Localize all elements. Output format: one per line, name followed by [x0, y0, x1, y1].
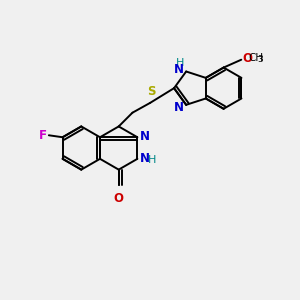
Text: F: F	[39, 129, 47, 142]
Text: H: H	[176, 58, 184, 68]
Text: O: O	[114, 192, 124, 205]
Text: N: N	[140, 152, 150, 165]
Text: O: O	[242, 52, 252, 65]
Text: CH: CH	[248, 53, 263, 63]
Text: N: N	[174, 63, 184, 76]
Text: N: N	[140, 130, 150, 143]
Text: S: S	[147, 85, 155, 98]
Text: N: N	[174, 101, 184, 114]
Text: 3: 3	[257, 55, 263, 64]
Text: H: H	[148, 155, 157, 165]
